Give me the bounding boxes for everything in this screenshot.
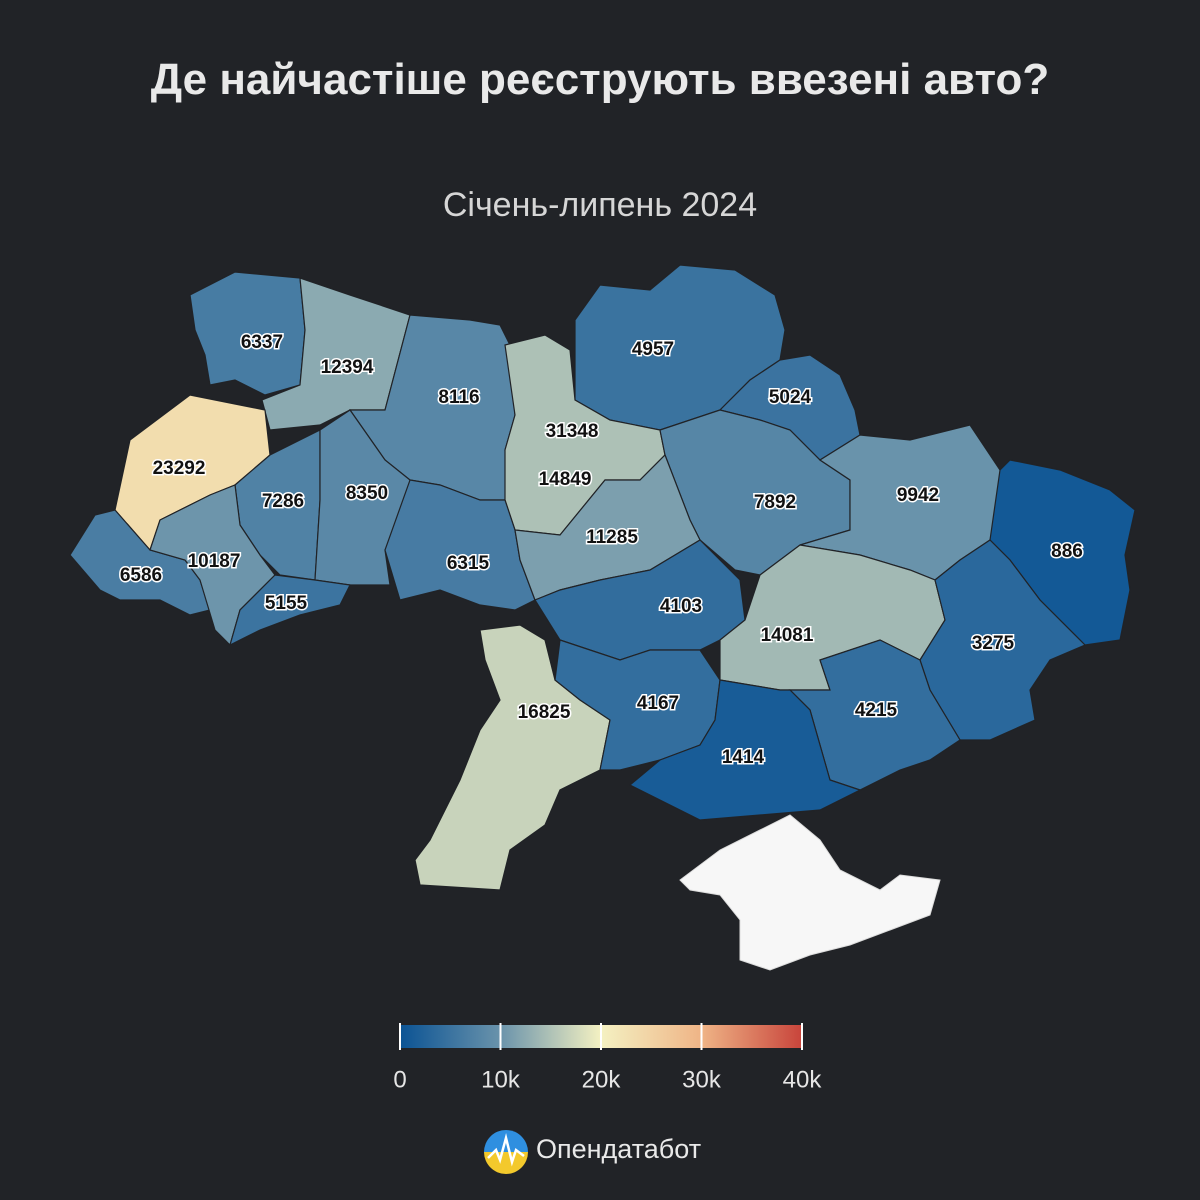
region [261, 277, 411, 431]
region-value: 10187 [188, 551, 241, 572]
region-value: 16825 [518, 702, 571, 723]
region [69, 509, 211, 616]
crimea [679, 814, 941, 971]
region-value: 4957 [632, 339, 674, 360]
region-value: 4103 [660, 596, 702, 617]
region-value: 12394 [321, 357, 374, 378]
region-value: 4167 [637, 693, 679, 714]
logo-wave [487, 1133, 525, 1167]
region-value: 7286 [262, 491, 304, 512]
region-value: 5024 [769, 387, 812, 408]
region [189, 271, 306, 396]
region-value: 31348 [546, 421, 599, 442]
region-value: 14081 [761, 625, 814, 646]
subtitle: Січень-липень 2024 [442, 186, 758, 224]
region-value: 7892 [754, 492, 796, 513]
brand: Опендатабот [536, 1134, 702, 1164]
region-value: 6315 [447, 553, 490, 574]
region-value: 14849 [539, 469, 592, 490]
region-value: 6586 [120, 565, 162, 586]
colorbar-tick-label: 30k [682, 1066, 722, 1093]
region-value: 886 [1051, 541, 1083, 562]
colorbar-tick-label: 10k [481, 1066, 521, 1093]
colorbar-tick-label: 20k [582, 1066, 622, 1093]
region-value: 11285 [586, 527, 638, 548]
region-value: 3275 [972, 633, 1015, 654]
region-value: 9942 [897, 485, 939, 506]
region-value: 4215 [855, 700, 898, 721]
region-value: 8350 [346, 483, 388, 504]
title: Де найчастіше реєструють ввезені авто? [150, 55, 1050, 104]
region [229, 574, 351, 647]
region-value: 23292 [153, 458, 206, 479]
region [628, 679, 862, 821]
colorbar-tick-label: 0 [393, 1066, 406, 1093]
region-value: 6337 [241, 332, 283, 353]
region-value: 1414 [722, 747, 765, 768]
colorbar-tick-label: 40k [783, 1066, 823, 1093]
region-value: 5155 [265, 593, 308, 614]
logo [484, 1130, 528, 1174]
region-value: 8116 [438, 387, 479, 408]
